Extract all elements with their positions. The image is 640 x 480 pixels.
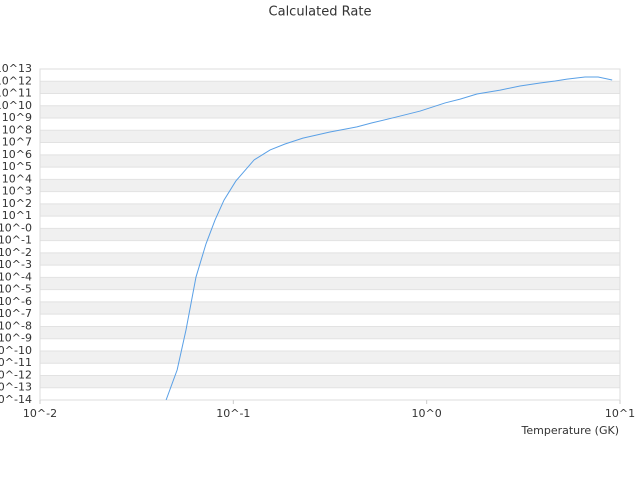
y-tick-label: 10^-10 [0, 344, 32, 357]
x-tick-label: 10^-1 [216, 407, 250, 420]
grid-band [40, 81, 620, 94]
y-tick-label: 10^9 [2, 111, 32, 124]
y-tick-label: 10^-11 [0, 356, 32, 369]
y-tick-label: 10^-0 [0, 221, 32, 234]
y-tick-label: 10^8 [2, 123, 32, 136]
x-tick-label: 10^0 [412, 407, 442, 420]
y-tick-label: 10^-12 [0, 368, 32, 381]
grid-band [40, 326, 620, 339]
grid-band [40, 105, 620, 119]
grid-band [40, 277, 620, 290]
data-line [165, 76, 613, 400]
x-tick-label: 10^1 [605, 407, 635, 420]
grid-band [40, 301, 620, 315]
y-tick-label: 10^5 [2, 160, 32, 173]
grid-band [40, 154, 620, 168]
grid-band [40, 375, 620, 388]
grid-band [40, 203, 620, 217]
y-tick-label: 10^2 [2, 197, 32, 210]
y-tick-label: 10^11 [0, 87, 32, 100]
y-tick-label: 10^10 [0, 99, 32, 112]
y-tick-label: 10^3 [2, 185, 32, 198]
y-tick-label: 10^-14 [0, 393, 32, 406]
y-tick-label: 10^-5 [0, 283, 32, 296]
grid-band [40, 228, 620, 241]
y-tick-label: 10^4 [2, 172, 32, 185]
y-tick-label: 10^-4 [0, 270, 32, 283]
x-axis-label: Temperature (GK) [521, 424, 620, 437]
y-tick-label: 10^-7 [0, 307, 32, 320]
x-tick-label: 10^-2 [23, 407, 57, 420]
y-tick-label: 10^-8 [0, 319, 32, 332]
grid-band [40, 252, 620, 266]
y-tick-label: 10^6 [2, 148, 32, 161]
y-tick-label: 10^12 [0, 74, 32, 87]
y-tick-label: 10^7 [2, 136, 32, 149]
y-tick-label: 10^-9 [0, 332, 32, 345]
y-tick-label: 10^-3 [0, 258, 32, 271]
y-tick-label: 10^-2 [0, 246, 32, 259]
y-tick-label: 10^-13 [0, 381, 32, 394]
plot-border [39, 68, 621, 401]
grid-band [40, 179, 620, 192]
grid-band [40, 130, 620, 143]
y-tick-label: 10^-1 [0, 234, 32, 247]
grid-band [40, 350, 620, 364]
chart-title: Calculated Rate [269, 5, 372, 20]
y-tick-label: 10^13 [0, 62, 32, 75]
y-tick-label: 10^1 [2, 209, 32, 222]
y-tick-label: 10^-6 [0, 295, 32, 308]
